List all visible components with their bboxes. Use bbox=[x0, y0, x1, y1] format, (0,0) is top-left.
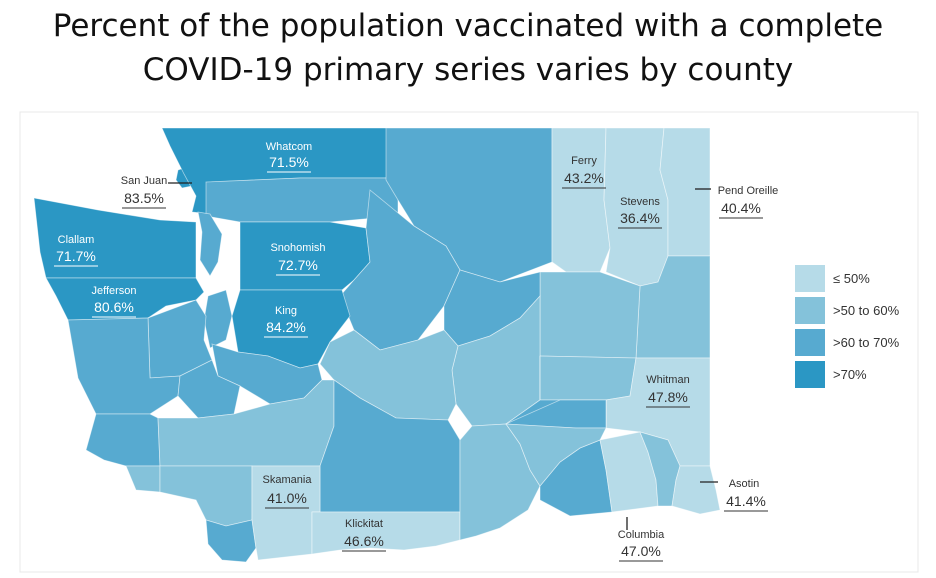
label-snohomish: Snohomish 72.7% bbox=[270, 242, 326, 276]
label-king: King 84.2% bbox=[264, 305, 308, 338]
legend-label-50to60: >50 to 60% bbox=[833, 302, 900, 318]
map-frame bbox=[19, 111, 919, 573]
county-snohomish[interactable] bbox=[239, 221, 371, 291]
klickitat-pct: 46.6% bbox=[344, 533, 384, 549]
label-klickitat: Klickitat 46.6% bbox=[342, 518, 386, 552]
ferry-pct: 43.2% bbox=[564, 170, 604, 186]
asotin-pct: 41.4% bbox=[726, 493, 766, 509]
map-title: Percent of the population vaccinated wit… bbox=[0, 4, 936, 92]
ferry-name: Ferry bbox=[571, 155, 597, 167]
king-pct: 84.2% bbox=[266, 319, 306, 335]
county-clark[interactable] bbox=[205, 519, 257, 563]
whitman-pct: 47.8% bbox=[648, 389, 688, 405]
label-asotin: Asotin 41.4% bbox=[724, 478, 768, 512]
legend-swatch-gt70 bbox=[795, 360, 825, 388]
label-jefferson: Jefferson 80.6% bbox=[91, 285, 137, 318]
label-pend-oreille: Pend Oreille 40.4% bbox=[718, 185, 779, 219]
legend-item-gt70: >70% bbox=[795, 359, 935, 389]
columbia-pct: 47.0% bbox=[621, 543, 661, 559]
county-klickitat[interactable] bbox=[311, 511, 461, 555]
county-jefferson[interactable] bbox=[45, 277, 205, 321]
legend-item-60to70: >60 to 70% bbox=[795, 327, 935, 357]
label-stevens: Stevens 36.4% bbox=[618, 196, 662, 229]
snohomish-pct: 72.7% bbox=[278, 257, 318, 273]
label-ferry: Ferry 43.2% bbox=[562, 155, 606, 189]
whitman-name: Whitman bbox=[646, 374, 689, 386]
label-whatcom: Whatcom 71.5% bbox=[266, 141, 312, 173]
snohomish-name: Snohomish bbox=[270, 242, 325, 254]
county-asotin[interactable] bbox=[671, 465, 721, 515]
legend-label-60to70: >60 to 70% bbox=[833, 334, 900, 350]
legend-label-gt70: >70% bbox=[833, 366, 867, 382]
county-shapes bbox=[33, 127, 721, 563]
legend-swatch-50to60 bbox=[795, 296, 825, 324]
label-san-juan: San Juan 83.5% bbox=[121, 175, 167, 209]
county-labels: Whatcom 71.5% San Juan 83.5% Clallam 71.… bbox=[54, 141, 779, 562]
stevens-name: Stevens bbox=[620, 196, 660, 208]
stevens-pct: 36.4% bbox=[620, 210, 660, 226]
legend-swatch-60to70 bbox=[795, 328, 825, 356]
title-line-2: COVID-19 primary series varies by county bbox=[142, 52, 794, 88]
legend-label-le50: ≤ 50% bbox=[833, 270, 870, 286]
columbia-name: Columbia bbox=[618, 529, 665, 541]
clallam-pct: 71.7% bbox=[56, 248, 96, 264]
jefferson-name: Jefferson bbox=[91, 285, 136, 297]
whatcom-pct: 71.5% bbox=[269, 154, 309, 170]
clallam-name: Clallam bbox=[58, 234, 95, 246]
county-lincoln[interactable] bbox=[539, 271, 641, 359]
county-ferry[interactable] bbox=[551, 127, 611, 273]
county-wahkiakum[interactable] bbox=[125, 465, 161, 493]
county-island[interactable] bbox=[197, 211, 223, 277]
county-thurston[interactable] bbox=[177, 359, 241, 419]
county-clallam[interactable] bbox=[33, 197, 197, 279]
label-clallam: Clallam 71.7% bbox=[54, 234, 98, 267]
leader-lines bbox=[168, 182, 718, 530]
whatcom-name: Whatcom bbox=[266, 141, 312, 153]
map-legend: ≤ 50% >50 to 60% >60 to 70% >70% bbox=[795, 263, 935, 391]
legend-item-50to60: >50 to 60% bbox=[795, 295, 935, 325]
legend-item-le50: ≤ 50% bbox=[795, 263, 935, 293]
king-name: King bbox=[275, 305, 297, 317]
label-columbia: Columbia 47.0% bbox=[618, 529, 665, 562]
legend-swatch-le50 bbox=[795, 264, 825, 292]
asotin-name: Asotin bbox=[729, 478, 760, 490]
san-juan-pct: 83.5% bbox=[124, 190, 164, 206]
county-cowlitz[interactable] bbox=[159, 465, 253, 527]
county-adams[interactable] bbox=[539, 355, 637, 401]
label-whitman: Whitman 47.8% bbox=[646, 374, 690, 408]
skamania-pct: 41.0% bbox=[267, 490, 307, 506]
skamania-name: Skamania bbox=[263, 474, 313, 486]
label-skamania: Skamania 41.0% bbox=[263, 474, 313, 509]
jefferson-pct: 80.6% bbox=[94, 299, 134, 315]
pend-oreille-name: Pend Oreille bbox=[718, 185, 779, 197]
klickitat-name: Klickitat bbox=[345, 518, 383, 530]
county-kitsap[interactable] bbox=[203, 289, 233, 349]
san-juan-name: San Juan bbox=[121, 175, 167, 187]
title-line-1: Percent of the population vaccinated wit… bbox=[52, 8, 884, 44]
pend-oreille-pct: 40.4% bbox=[721, 200, 761, 216]
county-mid-south[interactable] bbox=[505, 423, 607, 487]
county-pacific[interactable] bbox=[85, 413, 161, 467]
